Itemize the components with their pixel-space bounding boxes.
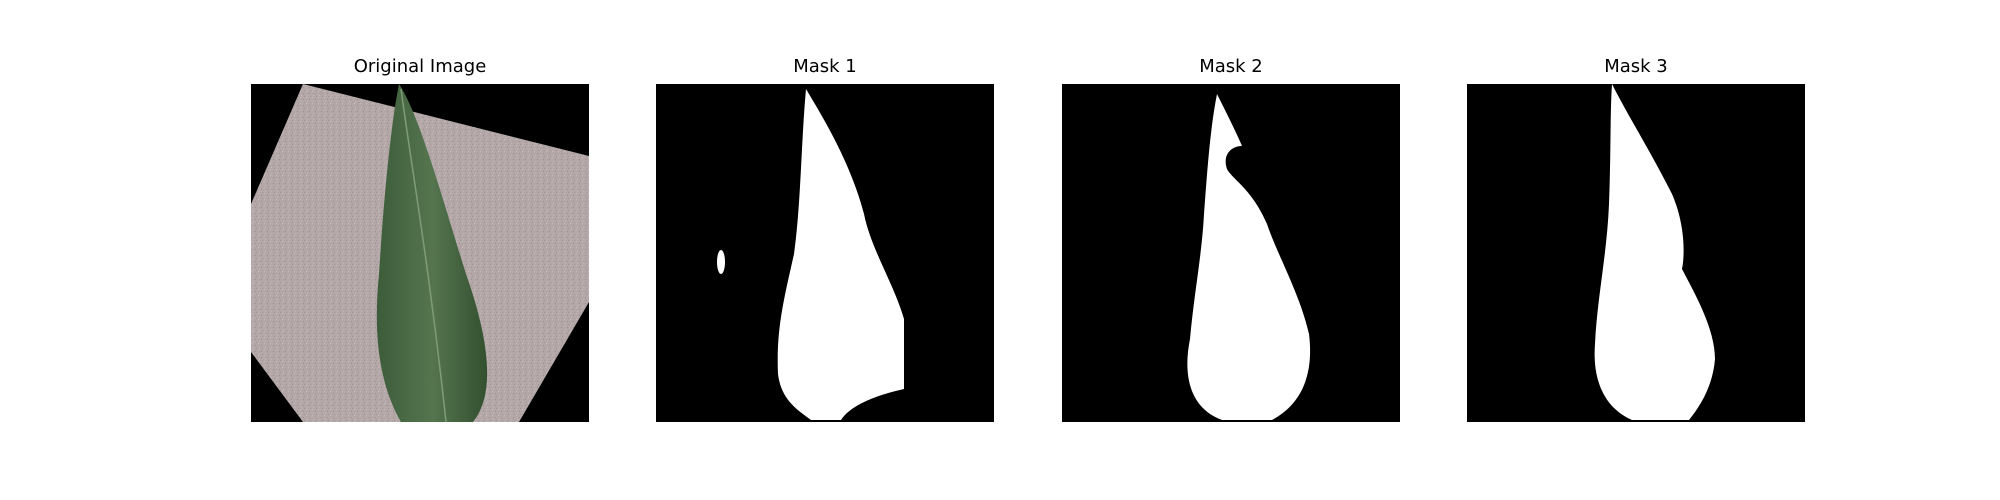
mask-2-panel bbox=[1062, 84, 1400, 422]
mask-1-leaf-region bbox=[777, 89, 904, 420]
mask-1-image bbox=[656, 84, 994, 422]
mask-3-image bbox=[1467, 84, 1805, 422]
panel-title-mask-3: Mask 3 bbox=[1604, 56, 1668, 77]
panel-title-mask-2: Mask 2 bbox=[1199, 56, 1263, 77]
panel-title-original: Original Image bbox=[353, 56, 487, 77]
mask-1-panel bbox=[656, 84, 994, 422]
leaf bbox=[376, 84, 488, 422]
original-image bbox=[251, 84, 589, 422]
mask-3-panel bbox=[1467, 84, 1805, 422]
mask-1-spot bbox=[717, 250, 725, 274]
mask-2-leaf-region bbox=[1187, 94, 1311, 420]
mask-2-image bbox=[1062, 84, 1400, 422]
panel-title-mask-1: Mask 1 bbox=[793, 56, 857, 77]
mask-3-leaf-region bbox=[1594, 84, 1715, 420]
leaf-midrib bbox=[400, 88, 447, 422]
original-image-panel bbox=[251, 84, 589, 422]
